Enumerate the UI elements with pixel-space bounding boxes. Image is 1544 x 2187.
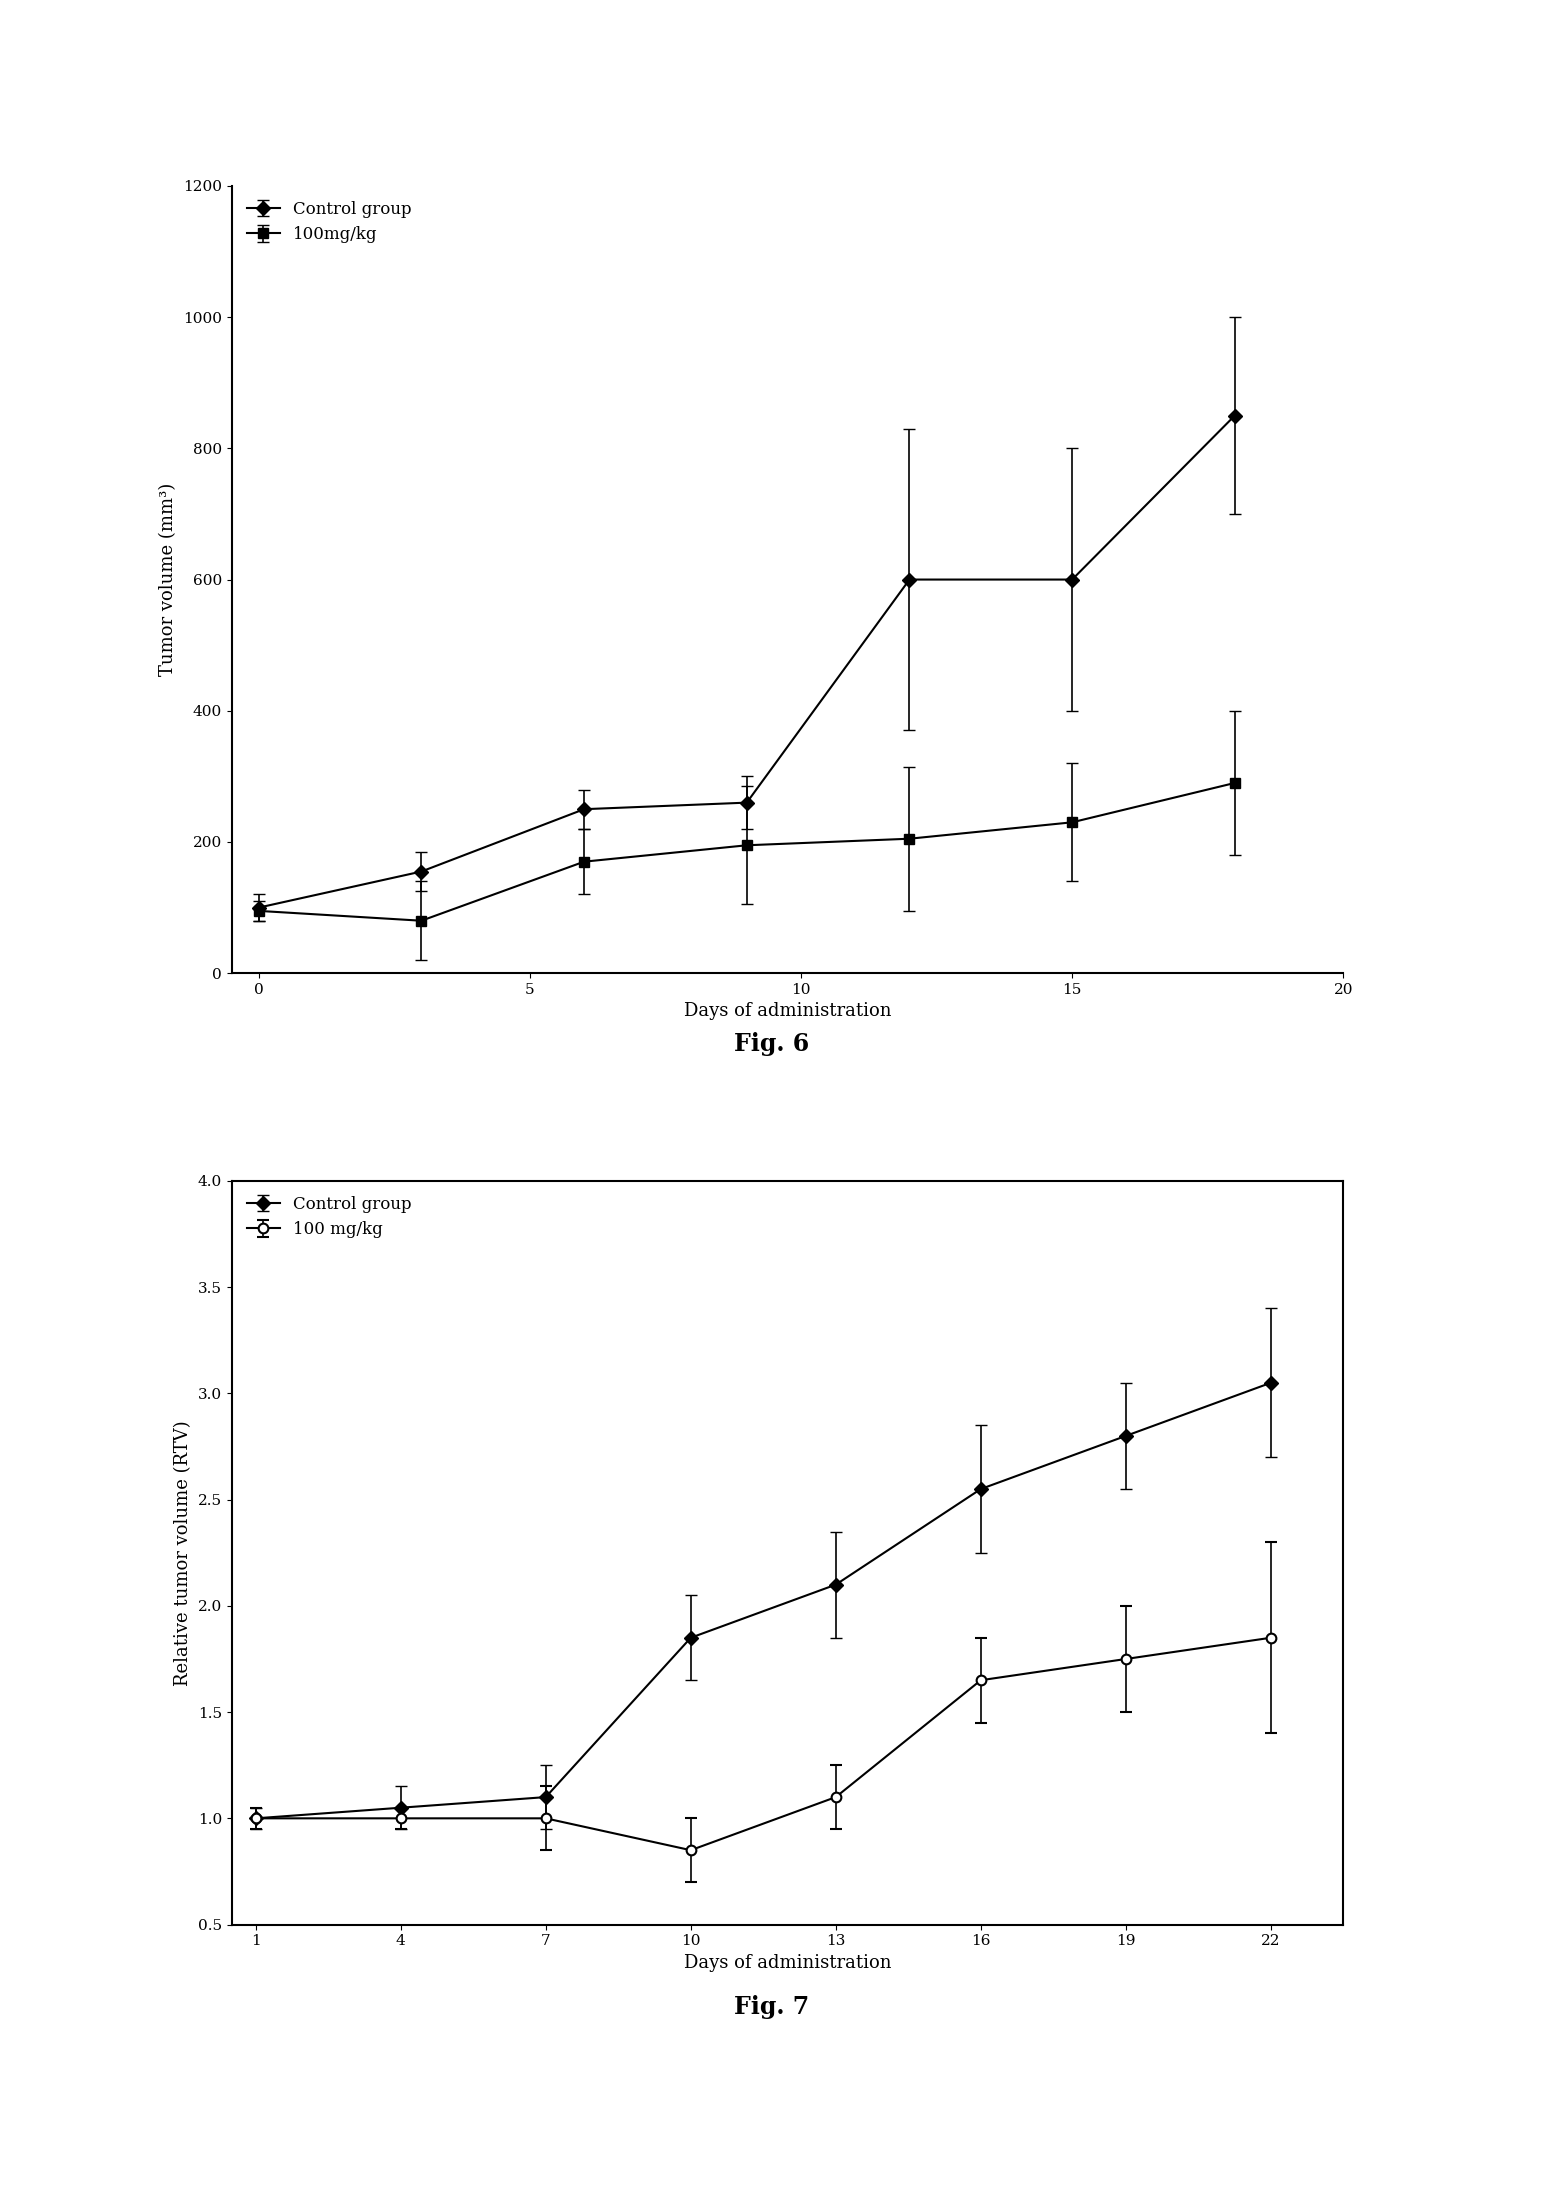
Legend: Control group, 100 mg/kg: Control group, 100 mg/kg (239, 1190, 418, 1244)
Legend: Control group, 100mg/kg: Control group, 100mg/kg (239, 195, 418, 249)
Text: Fig. 7: Fig. 7 (735, 1995, 809, 2019)
Text: Fig. 6: Fig. 6 (735, 1032, 809, 1056)
X-axis label: Days of administration: Days of administration (684, 1002, 891, 1021)
Y-axis label: Tumor volume (mm³): Tumor volume (mm³) (159, 483, 178, 676)
Y-axis label: Relative tumor volume (RTV): Relative tumor volume (RTV) (174, 1419, 191, 1686)
X-axis label: Days of administration: Days of administration (684, 1953, 891, 1973)
